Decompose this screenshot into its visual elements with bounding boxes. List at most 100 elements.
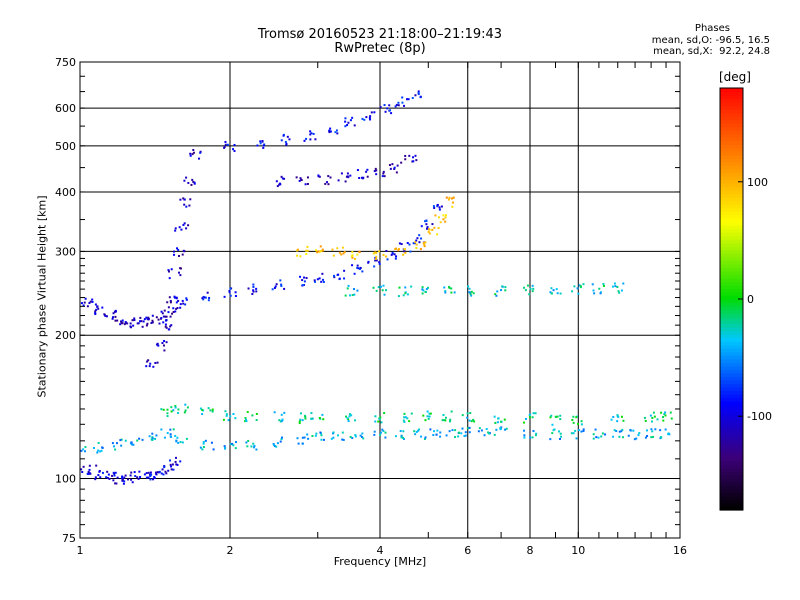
data-point bbox=[224, 410, 227, 413]
data-point bbox=[152, 365, 155, 368]
data-point bbox=[83, 301, 86, 304]
data-point bbox=[177, 271, 180, 274]
data-point bbox=[395, 103, 398, 106]
data-point bbox=[127, 478, 130, 481]
data-point bbox=[650, 428, 653, 431]
data-point bbox=[275, 445, 278, 448]
y-tick-label: 300 bbox=[55, 245, 76, 258]
data-point bbox=[374, 256, 377, 259]
data-point bbox=[280, 438, 283, 441]
data-point bbox=[169, 325, 172, 328]
data-point bbox=[330, 437, 333, 440]
data-point bbox=[116, 319, 119, 322]
colorbar-segment bbox=[720, 218, 743, 223]
data-point bbox=[362, 437, 365, 440]
data-point bbox=[106, 470, 109, 473]
data-point bbox=[299, 418, 302, 421]
stats-x-mode: mean, sd,X: 92.2, 24.8 bbox=[653, 46, 770, 57]
data-point bbox=[252, 446, 255, 449]
data-point bbox=[284, 140, 287, 143]
colorbar-segment bbox=[720, 404, 743, 409]
x-tick-label: 2 bbox=[227, 544, 234, 557]
data-point bbox=[317, 174, 320, 177]
data-point bbox=[351, 294, 354, 297]
data-point bbox=[412, 160, 415, 163]
data-point bbox=[461, 427, 464, 430]
data-point bbox=[370, 111, 373, 114]
y-tick-label: 75 bbox=[62, 532, 76, 545]
data-point bbox=[444, 290, 447, 293]
colorbar-segment bbox=[720, 214, 743, 219]
data-point bbox=[148, 435, 151, 438]
colorbar-segment bbox=[720, 365, 743, 370]
data-point bbox=[162, 408, 165, 411]
data-point bbox=[326, 181, 329, 184]
data-point bbox=[165, 341, 168, 344]
data-point bbox=[305, 277, 308, 280]
data-point bbox=[161, 342, 164, 345]
data-point bbox=[424, 436, 427, 439]
data-point bbox=[121, 478, 124, 481]
data-point bbox=[161, 312, 164, 315]
data-point bbox=[448, 196, 451, 199]
data-point bbox=[531, 284, 534, 287]
data-point bbox=[377, 420, 380, 423]
data-point bbox=[320, 280, 323, 283]
data-point bbox=[129, 474, 132, 477]
data-point bbox=[400, 161, 403, 164]
data-point bbox=[618, 291, 621, 294]
data-point bbox=[382, 172, 385, 175]
data-point bbox=[469, 411, 472, 414]
data-point bbox=[421, 292, 424, 295]
data-point bbox=[204, 439, 207, 442]
data-point bbox=[401, 96, 404, 99]
data-point bbox=[305, 249, 308, 252]
data-point bbox=[166, 415, 169, 418]
data-point bbox=[178, 254, 181, 257]
data-point bbox=[273, 411, 276, 414]
data-point bbox=[401, 101, 404, 104]
y-tick-label: 400 bbox=[55, 186, 76, 199]
data-point bbox=[154, 361, 157, 364]
data-point bbox=[409, 250, 412, 253]
data-point bbox=[410, 412, 413, 415]
colorbar-segment bbox=[720, 316, 743, 321]
data-point bbox=[285, 142, 288, 145]
data-point bbox=[346, 417, 349, 420]
data-point bbox=[197, 157, 200, 160]
data-point bbox=[618, 435, 621, 438]
data-point bbox=[402, 294, 405, 297]
data-point bbox=[88, 302, 91, 305]
data-point bbox=[385, 289, 388, 292]
data-point bbox=[167, 306, 170, 309]
data-point bbox=[393, 166, 396, 169]
data-point bbox=[295, 176, 298, 179]
data-point bbox=[87, 473, 90, 476]
colorbar-segment bbox=[720, 284, 743, 290]
data-point bbox=[393, 253, 396, 256]
data-point bbox=[202, 441, 205, 444]
data-point bbox=[321, 248, 324, 251]
data-point bbox=[576, 287, 579, 290]
data-point bbox=[255, 290, 258, 293]
data-point bbox=[182, 302, 185, 305]
data-point bbox=[654, 428, 657, 431]
data-point bbox=[669, 411, 672, 414]
data-point bbox=[301, 442, 304, 445]
colorbar-segment bbox=[720, 323, 743, 328]
data-point bbox=[593, 292, 596, 295]
data-point bbox=[431, 223, 434, 226]
data-point bbox=[149, 471, 152, 474]
data-point bbox=[549, 291, 552, 294]
data-point bbox=[645, 429, 648, 432]
data-point bbox=[375, 255, 378, 258]
data-point bbox=[450, 291, 453, 294]
data-point bbox=[274, 285, 277, 288]
colorbar-segment bbox=[720, 158, 743, 163]
data-point bbox=[528, 293, 531, 296]
data-point bbox=[296, 437, 299, 440]
data-point bbox=[303, 280, 306, 283]
data-point bbox=[209, 409, 212, 412]
data-point bbox=[393, 167, 396, 170]
colorbar-segment bbox=[720, 386, 743, 392]
